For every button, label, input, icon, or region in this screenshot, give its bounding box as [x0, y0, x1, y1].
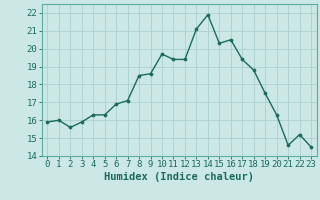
X-axis label: Humidex (Indice chaleur): Humidex (Indice chaleur): [104, 172, 254, 182]
